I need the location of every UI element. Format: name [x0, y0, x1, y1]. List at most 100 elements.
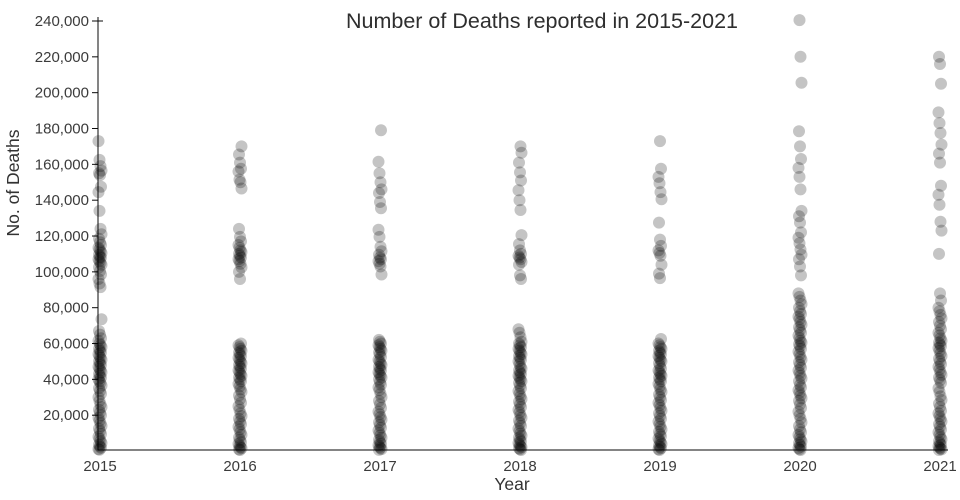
data-point: [794, 334, 807, 347]
data-point: [935, 340, 947, 353]
data-point: [515, 401, 527, 414]
data-point: [372, 155, 385, 168]
data-point: [372, 339, 385, 352]
data-point: [234, 156, 246, 169]
data-point: [655, 348, 667, 361]
data-point: [375, 344, 388, 357]
data-point: [515, 229, 528, 242]
data-point: [374, 429, 387, 442]
data-point: [934, 127, 947, 139]
data-point: [515, 411, 528, 424]
data-point: [935, 358, 947, 371]
data-point: [934, 287, 946, 300]
data-point: [95, 180, 107, 193]
data-point: [94, 222, 107, 235]
x-tick-label: 2017: [363, 458, 396, 475]
data-point: [794, 324, 806, 337]
data-point: [375, 245, 388, 258]
data-point: [234, 383, 247, 396]
data-point: [93, 243, 106, 256]
data-point: [935, 77, 947, 90]
data-point: [932, 106, 945, 119]
data-point: [792, 161, 805, 174]
data-point: [93, 375, 106, 388]
data-point: [92, 348, 105, 361]
data-point: [795, 248, 808, 261]
data-point: [93, 337, 106, 350]
data-point: [94, 236, 106, 249]
y-tick-label: 200,000: [35, 85, 89, 102]
data-point: [653, 216, 665, 229]
data-point: [512, 437, 525, 449]
data-point: [655, 385, 668, 398]
data-point: [94, 169, 106, 182]
data-point: [233, 241, 246, 254]
data-point: [654, 135, 666, 148]
data-point: [793, 125, 805, 138]
data-point: [95, 409, 107, 422]
data-point: [794, 294, 807, 307]
data-point: [655, 355, 668, 368]
data-point: [793, 409, 806, 422]
data-point: [652, 377, 665, 390]
data-point: [654, 420, 667, 433]
data-point: [515, 341, 527, 354]
data-point: [932, 382, 945, 395]
data-point: [935, 423, 947, 436]
data-point: [514, 346, 527, 359]
data-point: [512, 323, 525, 336]
data-point: [655, 442, 667, 455]
data-point: [655, 193, 668, 206]
data-point: [935, 368, 948, 381]
data-point: [935, 312, 948, 325]
data-point: [233, 439, 246, 452]
data-point: [794, 50, 807, 63]
data-point: [934, 401, 946, 414]
y-tick-label: 20,000: [43, 407, 89, 424]
data-point: [793, 253, 805, 266]
data-point: [94, 160, 107, 173]
data-point: [652, 337, 665, 350]
data-point: [935, 394, 948, 406]
data-point: [934, 58, 946, 70]
data-point: [932, 188, 945, 201]
data-point: [373, 440, 386, 453]
chart-title: Number of Deaths reported in 2015-2021: [346, 9, 738, 33]
data-point: [513, 395, 525, 408]
data-point: [515, 444, 527, 456]
data-point: [92, 443, 105, 456]
data-point: [513, 371, 526, 384]
data-point: [94, 425, 106, 438]
data-point: [935, 443, 948, 456]
data-point: [653, 444, 666, 456]
data-point: [515, 353, 527, 366]
data-point: [372, 381, 385, 394]
data-point: [235, 418, 247, 431]
data-point: [373, 341, 386, 354]
data-point: [233, 412, 245, 425]
data-point: [234, 348, 246, 361]
data-point: [234, 244, 247, 257]
data-points: [92, 14, 948, 456]
y-tick-label: 100,000: [35, 264, 89, 281]
data-point: [515, 393, 528, 406]
data-point: [795, 308, 807, 320]
data-point: [655, 412, 667, 425]
data-point: [795, 435, 808, 448]
data-point: [654, 353, 667, 366]
data-point: [95, 268, 107, 281]
data-point: [794, 369, 807, 382]
data-point: [233, 366, 246, 379]
data-point: [234, 444, 246, 456]
data-point: [653, 407, 665, 420]
data-point: [933, 316, 945, 328]
data-point: [934, 437, 946, 450]
data-point: [233, 346, 245, 359]
data-point: [374, 419, 386, 432]
data-point: [515, 348, 528, 361]
data-point: [795, 342, 807, 355]
data-point: [794, 316, 807, 328]
data-point: [935, 376, 947, 389]
data-point: [94, 435, 107, 447]
data-point: [653, 434, 666, 447]
